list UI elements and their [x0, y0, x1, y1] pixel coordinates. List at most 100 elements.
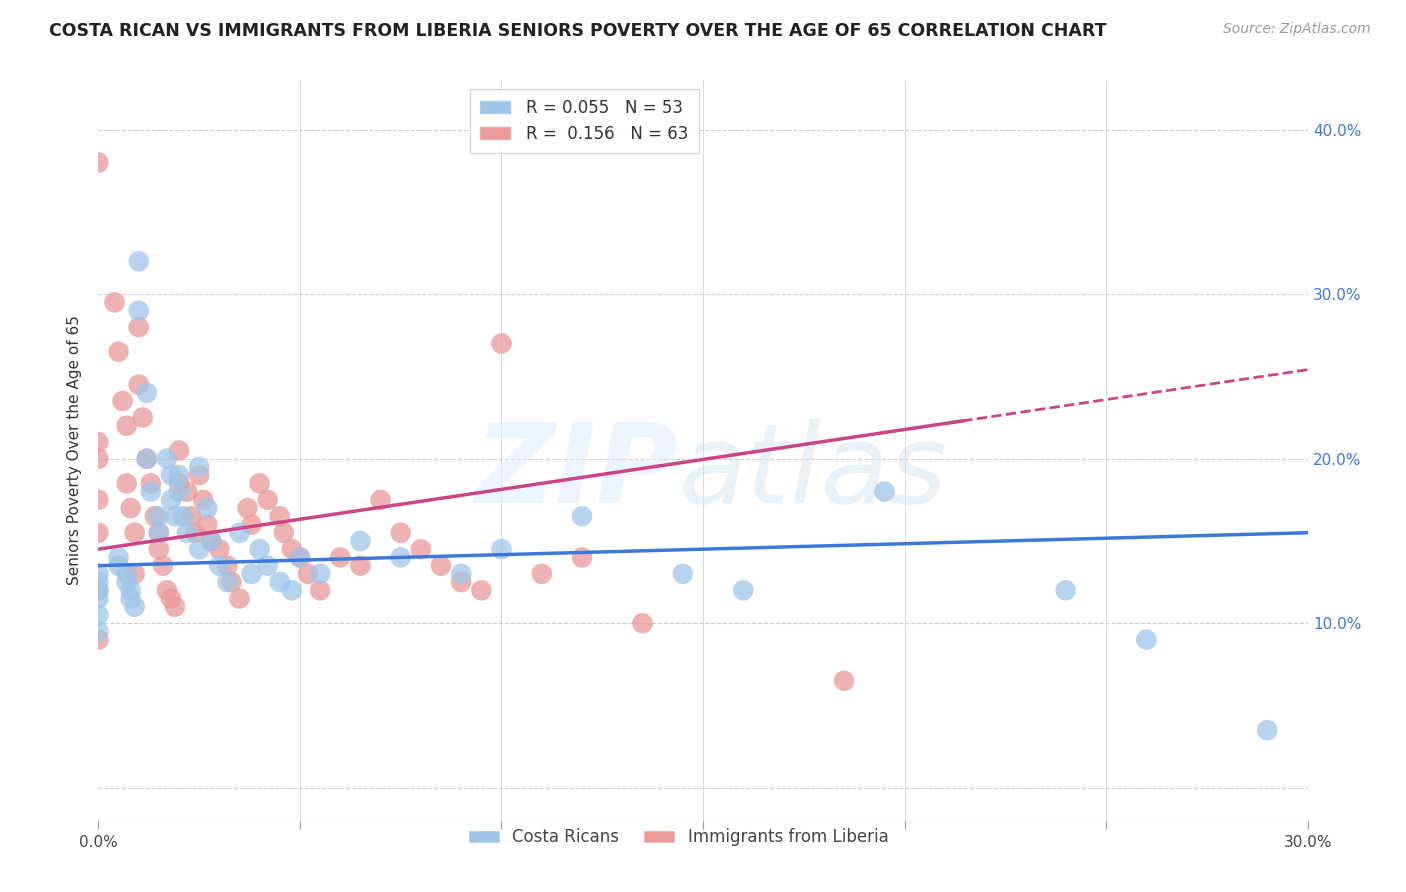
Point [87, 583, 110, 598]
Point [329, 550, 352, 565]
Point [288, 550, 311, 565]
Point [107, 344, 129, 359]
Point [152, 558, 174, 573]
Point [87, 607, 110, 622]
Point [1135, 632, 1157, 647]
Point [172, 509, 194, 524]
Point [87, 624, 110, 639]
Point [120, 501, 142, 516]
Point [87, 583, 110, 598]
Point [128, 303, 150, 318]
Point [873, 484, 896, 499]
Point [160, 492, 183, 507]
Point [256, 558, 278, 573]
Point [631, 616, 654, 631]
Point [135, 451, 157, 466]
Point [269, 575, 291, 590]
Point [87, 451, 110, 466]
Point [160, 468, 183, 483]
Point [450, 566, 472, 581]
Point [273, 525, 295, 540]
Point [571, 509, 593, 524]
Point [124, 525, 146, 540]
Point [236, 501, 259, 516]
Point [139, 484, 162, 499]
Point [124, 599, 146, 614]
Point [217, 558, 239, 573]
Point [281, 583, 304, 598]
Text: ZIP: ZIP [475, 419, 679, 526]
Point [87, 632, 110, 647]
Point [217, 575, 239, 590]
Point [87, 575, 110, 590]
Point [491, 542, 513, 557]
Point [167, 443, 190, 458]
Point [249, 476, 271, 491]
Point [87, 566, 110, 581]
Point [188, 542, 211, 557]
Point [349, 558, 371, 573]
Point [135, 385, 157, 400]
Point [128, 254, 150, 268]
Point [135, 451, 157, 466]
Point [195, 501, 218, 516]
Point [124, 566, 146, 581]
Point [139, 476, 162, 491]
Point [297, 566, 319, 581]
Point [349, 533, 371, 548]
Point [256, 492, 278, 507]
Point [167, 484, 190, 499]
Point [176, 525, 198, 540]
Point [389, 550, 412, 565]
Y-axis label: Seniors Poverty Over the Age of 65: Seniors Poverty Over the Age of 65 [67, 316, 83, 585]
Point [281, 542, 304, 557]
Point [409, 542, 432, 557]
Point [269, 509, 291, 524]
Point [103, 295, 125, 310]
Point [832, 673, 855, 688]
Point [240, 566, 263, 581]
Text: atlas: atlas [679, 419, 948, 526]
Point [309, 566, 332, 581]
Point [249, 542, 271, 557]
Point [370, 492, 392, 507]
Point [491, 336, 513, 351]
Point [115, 566, 138, 581]
Point [195, 517, 218, 532]
Point [107, 550, 129, 565]
Point [156, 451, 179, 466]
Point [188, 468, 211, 483]
Point [87, 492, 110, 507]
Point [430, 558, 453, 573]
Point [132, 410, 155, 425]
Point [571, 550, 593, 565]
Point [148, 525, 170, 540]
Point [87, 435, 110, 450]
Point [309, 583, 332, 598]
Point [240, 517, 263, 532]
Point [193, 492, 215, 507]
Point [128, 377, 150, 392]
Text: COSTA RICAN VS IMMIGRANTS FROM LIBERIA SENIORS POVERTY OVER THE AGE OF 65 CORREL: COSTA RICAN VS IMMIGRANTS FROM LIBERIA S… [49, 22, 1107, 40]
Text: Source: ZipAtlas.com: Source: ZipAtlas.com [1223, 22, 1371, 37]
Point [163, 509, 186, 524]
Point [120, 591, 142, 606]
Point [470, 583, 492, 598]
Point [156, 583, 179, 598]
Point [87, 525, 110, 540]
Point [733, 583, 755, 598]
Point [111, 394, 134, 409]
Point [115, 418, 138, 433]
Point [228, 591, 250, 606]
Point [107, 558, 129, 573]
Point [288, 550, 311, 565]
Point [115, 476, 138, 491]
Point [200, 533, 222, 548]
Point [200, 533, 222, 548]
Point [163, 599, 186, 614]
Point [389, 525, 412, 540]
Point [180, 509, 202, 524]
Point [143, 509, 166, 524]
Point [176, 484, 198, 499]
Point [188, 459, 211, 474]
